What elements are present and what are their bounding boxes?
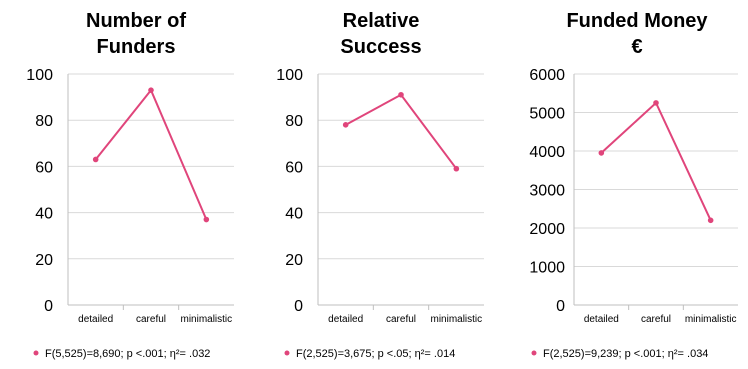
x-tick-label: detailed	[78, 314, 113, 325]
series-line	[345, 93, 458, 170]
y-tick-label: 80	[285, 113, 303, 130]
y-tick-label: 1000	[529, 260, 565, 277]
chart-panel-2: Relative Success 0 20 40 60 80 100 detailed caref…	[276, 10, 484, 360]
data-point	[92, 156, 99, 163]
chart-title-line-1: Funded Money	[566, 10, 708, 32]
y-tick-label: 60	[285, 159, 303, 176]
x-tick-label: careful	[641, 314, 671, 325]
y-tick-label: 3000	[529, 183, 565, 200]
x-tick-label: minimalistic	[180, 314, 232, 325]
chart-title-line-2: Funders	[97, 36, 176, 58]
x-tick-label: detailed	[584, 314, 619, 325]
x-tick-label: minimalistic	[685, 314, 737, 325]
y-tick-label: 40	[285, 206, 303, 223]
y-tick-label: 0	[556, 298, 565, 315]
footnote-bullet	[284, 350, 290, 356]
x-tick-label: careful	[386, 314, 416, 325]
y-tick-label: 0	[44, 298, 53, 315]
footnote-text: F(2,525)=9,239; p <.001; η²= .034	[543, 348, 708, 360]
x-tick-label: minimalistic	[430, 314, 482, 325]
y-tick-label: 20	[285, 252, 303, 269]
y-tick-label: 100	[26, 67, 53, 84]
data-point	[342, 122, 349, 128]
data-point	[148, 87, 154, 93]
data-point	[453, 165, 460, 172]
footnote-text: F(5,525)=8,690; p <.001; η²= .032	[45, 348, 210, 360]
chart-title-line-1: Number of	[86, 10, 186, 32]
chart-panel-1: Number of Funders 0 20 40 60 80 100 detailed care…	[26, 10, 234, 360]
y-tick-label: 0	[294, 298, 303, 315]
data-point	[707, 217, 714, 224]
data-point	[398, 91, 404, 98]
y-tick-label: 40	[35, 206, 53, 223]
y-tick-label: 5000	[529, 106, 565, 123]
series-line	[600, 101, 712, 221]
data-point	[598, 150, 605, 156]
y-tick-label: 2000	[529, 221, 565, 238]
y-tick-label: 100	[276, 67, 303, 84]
chart-title-line-1: Relative	[343, 10, 420, 32]
chart-title-line-2: Success	[340, 36, 421, 58]
y-tick-label: 4000	[529, 144, 565, 161]
y-tick-label: 20	[35, 252, 53, 269]
chart-title-line-2: €	[631, 36, 642, 58]
footnote-text: F(2,525)=3,675; p <.05; η²= .014	[296, 348, 455, 360]
series-line	[94, 88, 208, 220]
chart-panel-3: Funded Money €0 1000 2000 3000 4000 5000 6000 de…	[529, 10, 738, 360]
data-point	[203, 216, 210, 223]
y-tick-label: 80	[35, 113, 53, 130]
data-point	[653, 100, 659, 106]
y-tick-label: 6000	[529, 67, 565, 84]
x-tick-label: careful	[136, 314, 166, 325]
x-tick-label: detailed	[328, 314, 363, 325]
footnote-bullet	[33, 350, 39, 356]
y-tick-label: 60	[35, 159, 53, 176]
footnote-bullet	[531, 350, 537, 356]
